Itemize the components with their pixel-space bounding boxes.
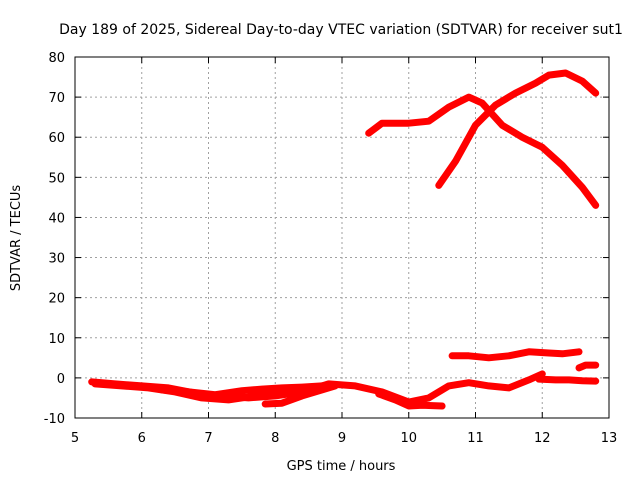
x-tick-label: 13 [601,431,618,446]
series-track-h [575,361,600,372]
series-track-f [448,348,583,362]
y-tick-label: 70 [48,91,65,106]
y-tick-label: 10 [48,332,65,347]
chart-title: Day 189 of 2025, Sidereal Day-to-day VTE… [59,22,623,38]
y-tick-label: -10 [44,412,65,427]
series-track-d [261,382,339,408]
y-axis-label: SDTVAR / TECUs [9,185,24,292]
x-axis-label: GPS time / hours [287,459,396,474]
tick-layer: 5 6 7 8 9 10 11 12 13 -10 0 10 20 30 40 50 60 70 80 [44,51,618,446]
y-tick-label: 60 [48,131,65,146]
series-track-g [535,375,600,385]
x-tick-label: 9 [338,431,346,446]
series-track-i [365,93,600,209]
x-tick-label: 12 [534,431,551,446]
y-tick-label: 0 [57,372,65,387]
x-tick-label: 6 [138,431,146,446]
x-tick-label: 10 [400,431,417,446]
x-tick-label: 8 [271,431,279,446]
grid-layer [75,57,609,418]
y-tick-label: 50 [48,171,65,186]
y-tick-label: 20 [48,292,65,307]
series-layer [88,69,600,410]
series-track-j [435,69,600,189]
y-tick-label: 40 [48,211,65,226]
x-tick-label: 7 [204,431,212,446]
x-tick-label: 5 [71,431,79,446]
series-track-e [375,390,446,410]
series-track-c [158,382,326,399]
y-tick-label: 80 [48,51,65,66]
x-tick-label: 11 [467,431,484,446]
y-tick-label: 30 [48,252,65,267]
